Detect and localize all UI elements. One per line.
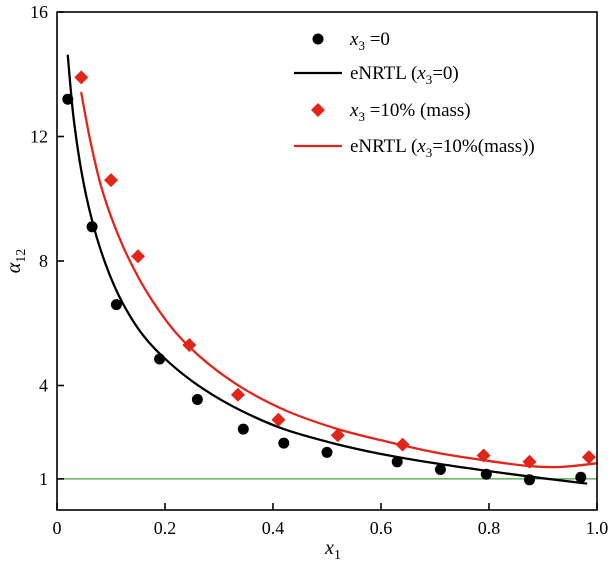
x-axis-label: x1 [324,537,341,563]
diamond-marker [104,173,118,188]
x-tick-label: 0.8 [478,518,501,538]
circle-marker [237,423,249,435]
legend-label: x3 =0 [349,29,390,53]
y-tick-label: 8 [39,251,48,271]
x-tick-label: 0 [53,518,62,538]
circle-marker [191,394,203,405]
legend-entry-enrtl-x3-10-fit: eNRTL (x3=10%(mass)) [294,136,535,160]
diamond-marker [581,450,596,465]
x-tick-label: 0.2 [154,518,177,538]
legend-label: eNRTL (x3=0) [350,63,459,87]
legend-circle-marker [312,33,324,45]
circle-marker [86,221,98,233]
circle-marker [575,471,587,483]
legend-entry-x3-0-data: x3 =0 [312,29,390,53]
circle-marker [480,468,492,480]
legend-label: eNRTL (x3=10%(mass)) [350,136,535,160]
y-tick-label: 4 [39,376,48,396]
diamond-marker [330,428,345,443]
legend-entry-x3-10-data: x3 =10% (mass) [311,100,471,124]
circle-marker [321,446,333,458]
diamond-marker [395,437,410,452]
y-tick-label: 16 [30,2,48,22]
circle-marker [62,93,74,105]
legend-label: x3 =10% (mass) [349,100,471,124]
legend: x3 =0 eNRTL (x3=0) x3 =10% (mass) eNRTL (x3… [294,29,535,160]
circle-marker [110,299,122,311]
diamond-marker [230,387,245,402]
diamond-marker [74,70,89,85]
x-tick-label: 0.6 [370,518,393,538]
circle-marker [154,353,166,365]
series-x3-0-data [62,93,587,486]
diamond-marker [131,249,145,264]
x-tick-label: 0.4 [262,518,285,538]
data-points [62,70,596,486]
y-tick-label: 1 [39,469,48,489]
y-tick-label: 12 [30,127,48,147]
diamond-marker [476,448,491,463]
y-axis-label: α12 [3,249,29,274]
diamond-marker [522,454,537,469]
fit-curves [66,54,599,485]
legend-diamond-marker [311,103,325,117]
legend-entry-enrtl-x3-0-fit: eNRTL (x3=0) [294,63,459,87]
circle-marker [278,437,290,449]
diamond-marker [182,338,197,352]
diamond-marker [271,412,286,427]
x-axis: 0 0.2 0.4 0.6 0.8 1.0 [53,503,609,538]
curve-enrtl-x3-10-fit [80,91,599,469]
curve-enrtl-x3-0-fit [66,54,588,485]
y-axis: 1 4 8 12 16 [30,2,64,489]
circle-marker [391,456,403,468]
circle-marker [524,474,535,486]
x-tick-label: 1.0 [586,518,609,538]
circle-marker [434,464,446,475]
series-x3-10-data [74,70,596,469]
